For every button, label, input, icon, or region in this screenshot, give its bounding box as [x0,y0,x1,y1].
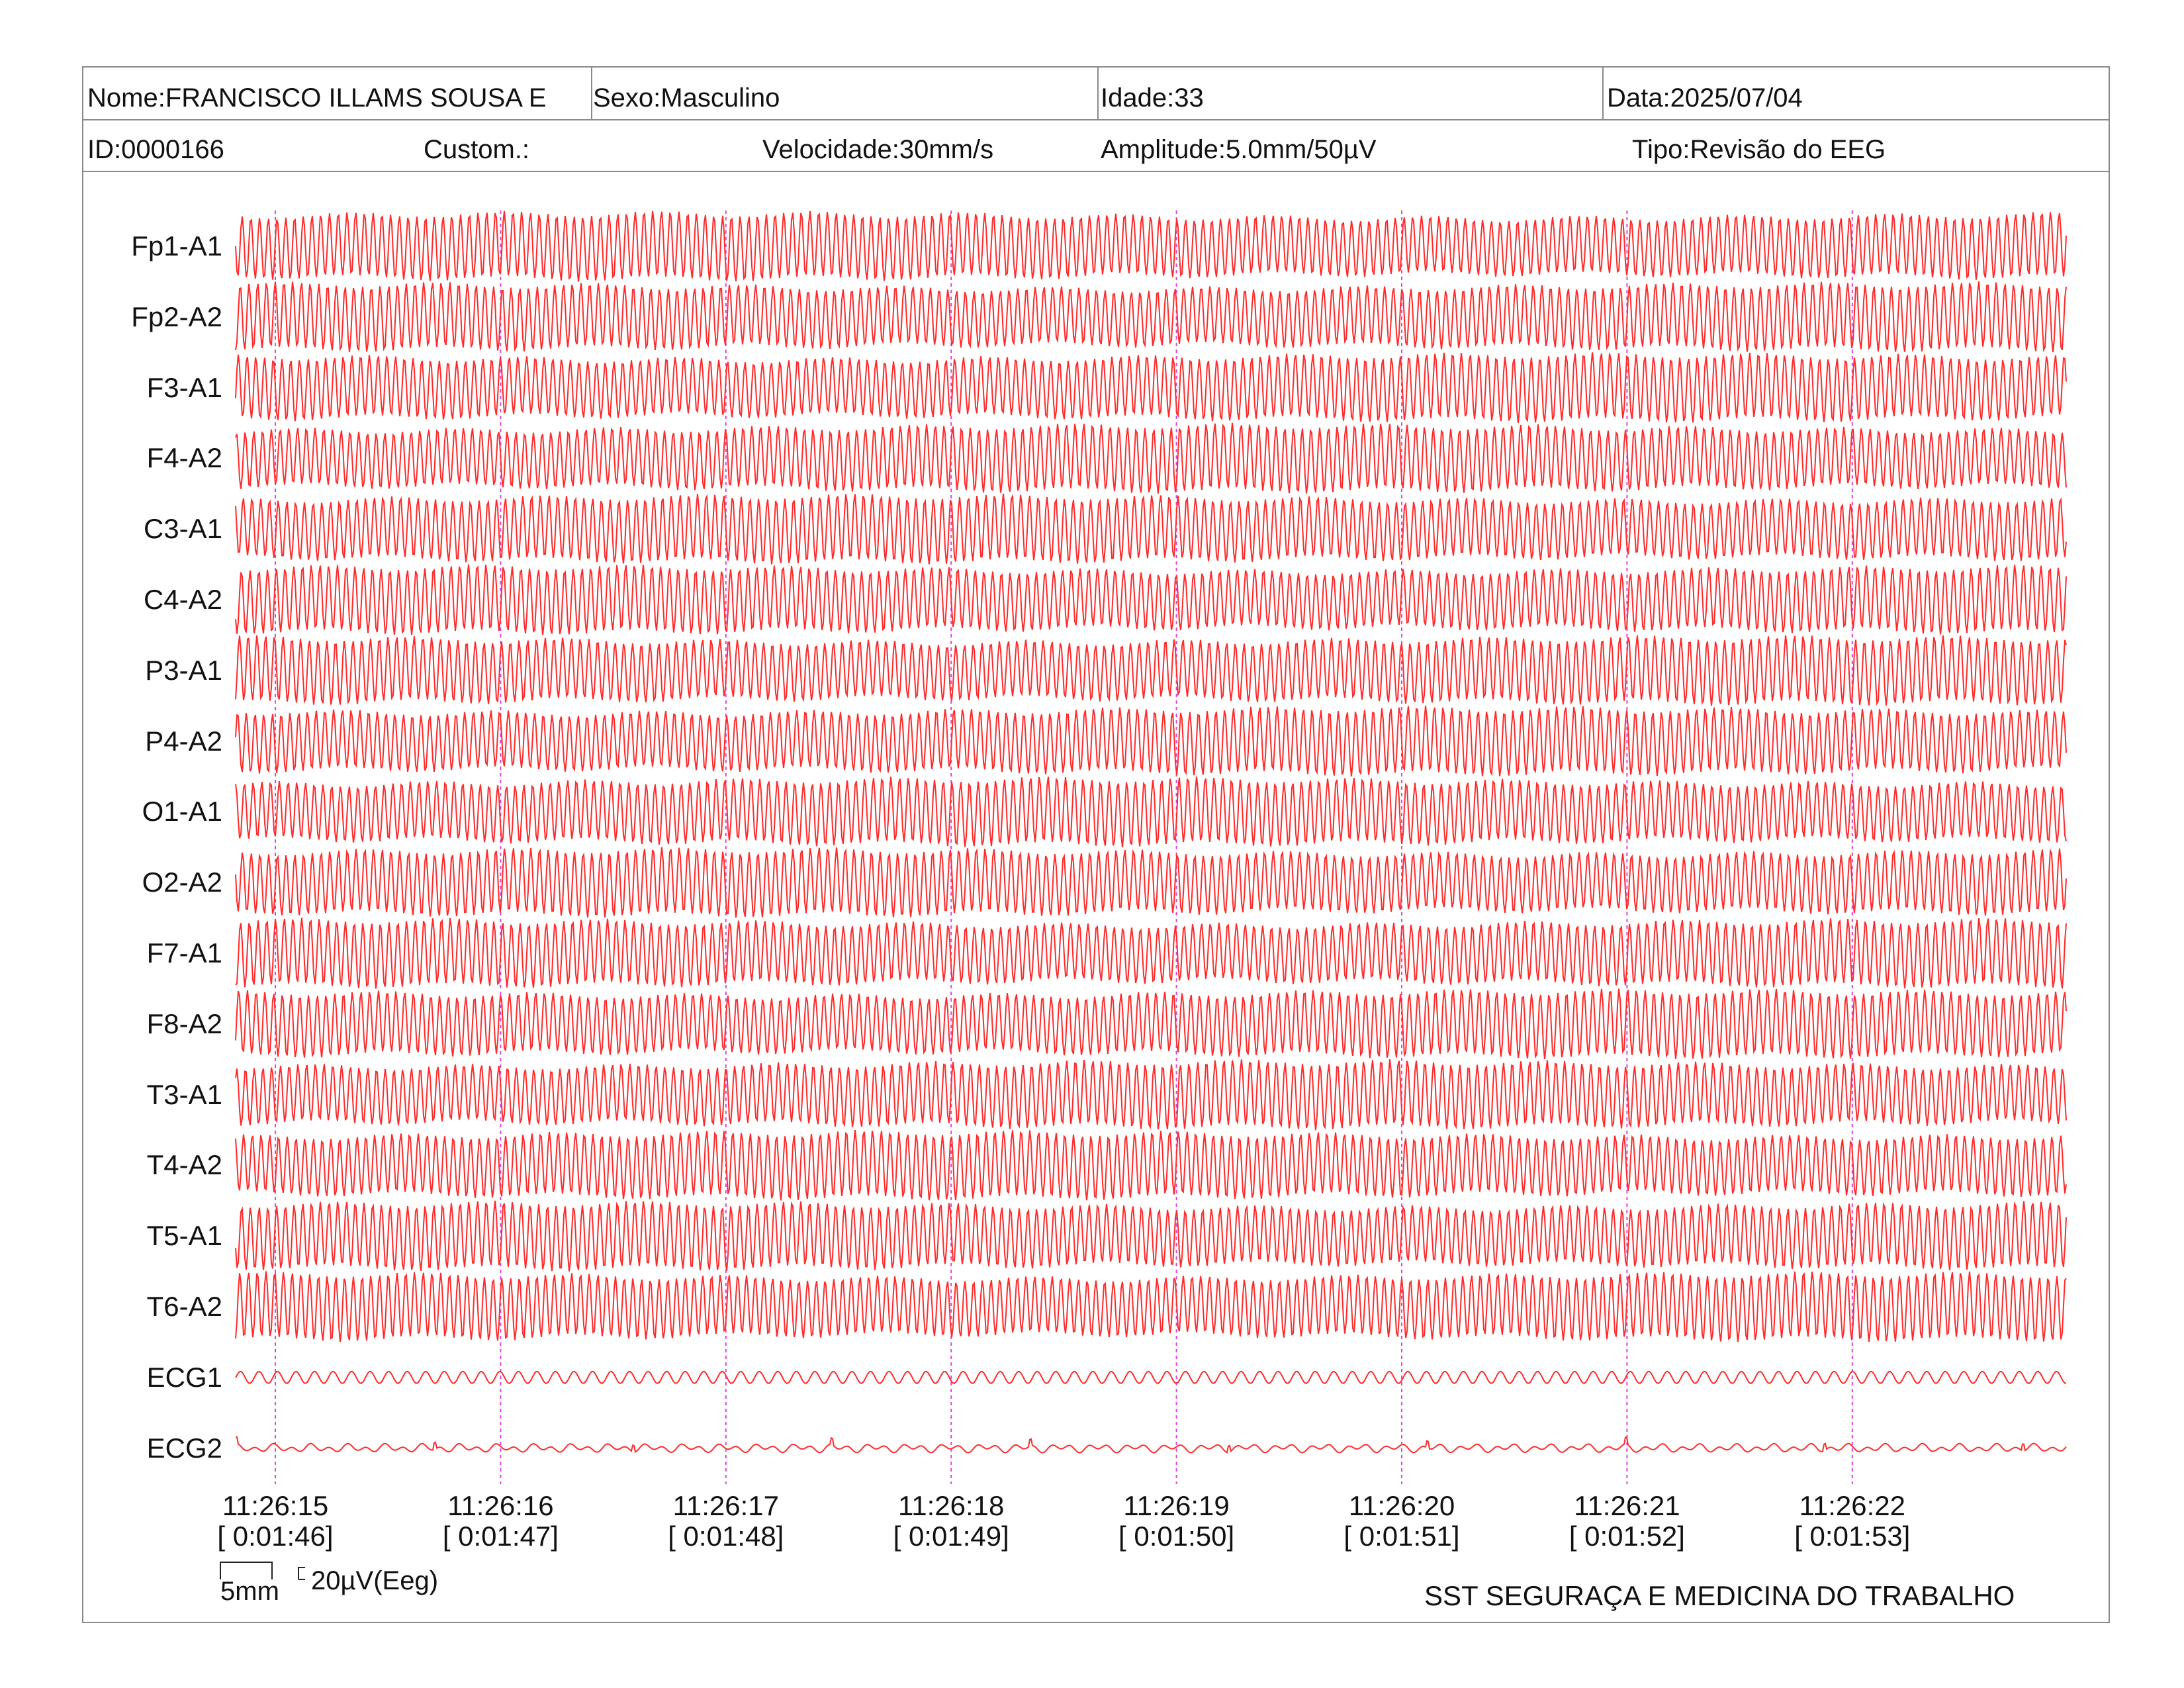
trace-f3-a1 [235,352,2067,424]
trace-o2-a2 [235,847,2067,918]
header-col-divider-2 [1097,66,1099,119]
time-scale-bracket [220,1562,305,1580]
time-mark-elapsed: [ 0:01:47] [442,1521,559,1552]
patient-id: ID:0000166 [87,135,224,164]
patient-age: Idade:33 [1101,83,1204,113]
custom-field: Custom.: [424,135,530,164]
channel-label: C3-A1 [143,513,222,545]
trace-c4-a2 [235,564,2067,635]
amplitude-setting: Amplitude:5.0mm/50µV [1101,135,1377,164]
trace-fp2-a2 [235,281,2067,353]
channel-label: ECG2 [146,1432,222,1464]
channel-label: O1-A1 [142,796,222,827]
channel-label: Fp1-A1 [131,230,222,261]
trace-ecg2 [235,1436,2067,1454]
trace-f8-a2 [235,988,2067,1059]
channel-label: F4-A2 [146,442,222,474]
channel-label: C4-A2 [143,584,222,615]
channel-label: P3-A1 [145,654,222,686]
channel-label: ECG1 [146,1361,222,1393]
time-mark-clock: 11:26:17 [672,1490,779,1521]
trace-t6-a2 [235,1271,2067,1342]
channel-label: Fp2-A2 [131,301,222,332]
time-mark-elapsed: [ 0:01:53] [1794,1521,1911,1552]
header-col-divider-3 [1602,66,1604,119]
time-mark-clock: 11:26:22 [1799,1490,1905,1521]
channel-label: F7-A1 [146,937,222,968]
channel-label: T5-A1 [146,1220,222,1252]
trace-t5-a1 [235,1200,2067,1272]
channel-label: T3-A1 [146,1078,222,1110]
time-mark-elapsed: [ 0:01:52] [1569,1521,1685,1552]
speed-setting: Velocidade:30mm/s [762,135,994,164]
trace-c3-a1 [235,493,2067,565]
time-mark-clock: 11:26:18 [898,1490,1005,1521]
trace-p3-a1 [235,635,2067,706]
channel-label: P4-A2 [145,725,222,757]
time-mark-clock: 11:26:15 [222,1490,329,1521]
time-mark-clock: 11:26:20 [1348,1490,1455,1521]
channel-label: O2-A2 [142,867,222,898]
time-mark-elapsed: [ 0:01:50] [1118,1521,1235,1552]
trace-p4-a2 [235,706,2067,776]
header-col-divider-1 [591,66,592,119]
channel-label: T4-A2 [146,1149,222,1181]
channel-label: T6-A2 [146,1291,222,1322]
exam-date: Data:2025/07/04 [1607,83,1803,113]
channel-label: F8-A2 [146,1008,222,1039]
channel-label: F3-A1 [146,371,222,403]
time-mark-elapsed: [ 0:01:46] [217,1521,334,1552]
trace-f7-a1 [235,917,2067,989]
trace-ecg1 [235,1370,2067,1384]
patient-sex: Sexo:Masculino [593,83,780,113]
time-mark-elapsed: [ 0:01:51] [1343,1521,1460,1552]
header-divider [82,119,2110,120]
trace-t4-a2 [235,1129,2067,1201]
trace-t3-a1 [235,1059,2067,1131]
trace-f4-a2 [235,422,2067,494]
report-frame [82,66,2110,1623]
time-mark-clock: 11:26:16 [447,1490,554,1521]
trace-o1-a1 [235,776,2067,848]
amplitude-scale-label: 20µV(Eeg) [311,1566,439,1595]
trace-fp1-a1 [235,211,2067,282]
time-mark-elapsed: [ 0:01:48] [668,1521,784,1552]
patient-name: Nome:FRANCISCO ILLAMS SOUSA E [87,83,547,113]
exam-type: Tipo:Revisão do EEG [1632,135,1886,164]
time-mark-clock: 11:26:19 [1123,1490,1230,1521]
header-bottom-border [82,171,2110,172]
time-mark-elapsed: [ 0:01:49] [893,1521,1009,1552]
time-mark-clock: 11:26:21 [1574,1490,1680,1521]
time-scale-label: 5mm [220,1577,279,1606]
company-footer: SST SEGURAÇA E MEDICINA DO TRABALHO [1424,1580,2015,1611]
